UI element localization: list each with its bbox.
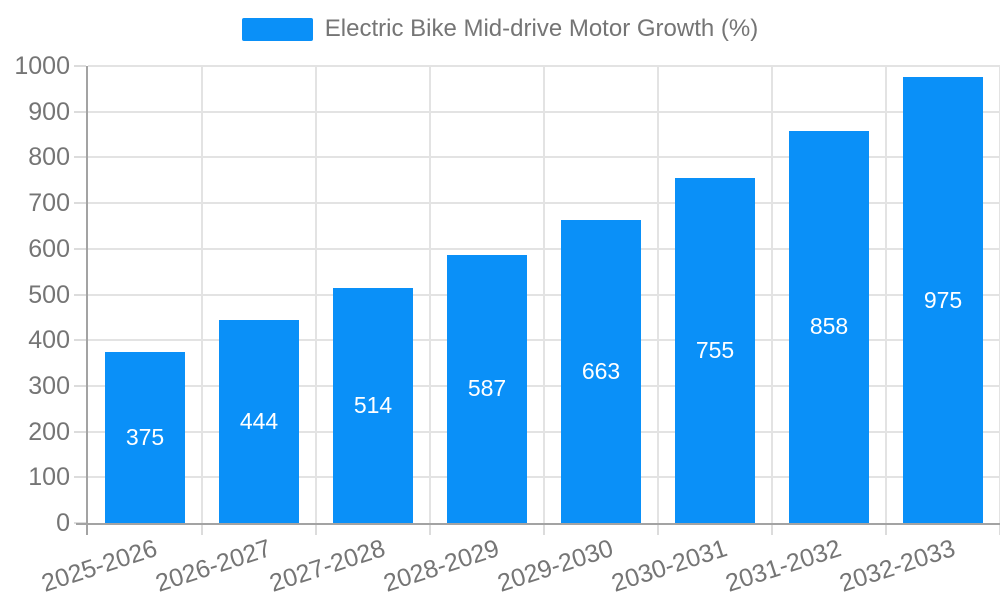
- bar-value-label: 975: [923, 286, 963, 313]
- y-tick-100: [74, 476, 86, 479]
- y-axis-line: [86, 66, 88, 535]
- y-tick-200: [74, 430, 86, 433]
- x-tick-label-2030-2031: 2030-2031: [608, 534, 732, 598]
- y-tick-1000: [74, 65, 86, 67]
- bar-2031-2032[interactable]: 858: [789, 130, 869, 523]
- x-tick-5: [657, 523, 659, 535]
- y-tick-label-600: 600: [28, 234, 70, 263]
- x-tick-label-2025-2026: 2025-2026: [38, 534, 162, 598]
- x-tick-label-2031-2032: 2031-2032: [722, 534, 846, 598]
- x-tick-6: [771, 523, 773, 535]
- bar-value-label: 587: [467, 375, 507, 402]
- legend-swatch-icon: [241, 17, 313, 41]
- bar-2029-2030[interactable]: 663: [561, 220, 641, 523]
- gridline-v-4: [543, 66, 545, 523]
- x-tick-label-2029-2030: 2029-2030: [494, 534, 618, 598]
- gridline-v-3: [429, 66, 431, 523]
- bar-2030-2031[interactable]: 755: [675, 177, 755, 523]
- bar-value-label: 444: [239, 408, 279, 435]
- y-tick-label-300: 300: [28, 371, 70, 400]
- x-tick-label-2026-2027: 2026-2027: [152, 534, 276, 598]
- y-tick-label-100: 100: [28, 463, 70, 492]
- bar-value-label: 663: [581, 357, 621, 384]
- x-tick-label-2028-2029: 2028-2029: [380, 534, 504, 598]
- y-tick-label-900: 900: [28, 97, 70, 126]
- bar-2025-2026[interactable]: 375: [105, 351, 185, 523]
- bar-value-label: 375: [125, 423, 165, 450]
- bar-value-label: 858: [809, 313, 849, 340]
- x-tick-4: [543, 523, 545, 535]
- x-tick-label-2027-2028: 2027-2028: [266, 534, 390, 598]
- y-tick-800: [74, 156, 86, 159]
- y-tick-300: [74, 384, 86, 387]
- legend: Electric Bike Mid-drive Motor Growth (%): [0, 15, 1000, 42]
- gridline-v-1: [201, 66, 203, 523]
- x-axis-line: [76, 523, 1000, 525]
- x-tick-3: [429, 523, 431, 535]
- bar-2032-2033[interactable]: 975: [903, 77, 983, 523]
- gridline-v-5: [657, 66, 659, 523]
- y-tick-label-1000: 1000: [14, 52, 70, 80]
- bar-2026-2027[interactable]: 444: [219, 320, 299, 523]
- y-tick-label-700: 700: [28, 189, 70, 218]
- y-tick-400: [74, 339, 86, 342]
- y-tick-label-200: 200: [28, 417, 70, 446]
- y-tick-label-400: 400: [28, 326, 70, 355]
- bar-2028-2029[interactable]: 587: [447, 254, 527, 523]
- legend-item[interactable]: Electric Bike Mid-drive Motor Growth (%): [241, 15, 759, 42]
- y-tick-500: [74, 293, 86, 296]
- gridline-v-6: [771, 66, 773, 523]
- x-tick-7: [885, 523, 887, 535]
- bar-value-label: 755: [695, 336, 735, 363]
- x-tick-2: [315, 523, 317, 535]
- y-tick-900: [74, 110, 86, 113]
- y-tick-600: [74, 247, 86, 250]
- bar-2027-2028[interactable]: 514: [333, 288, 413, 523]
- y-tick-700: [74, 202, 86, 205]
- x-tick-1: [201, 523, 203, 535]
- gridline-v-7: [885, 66, 887, 523]
- y-tick-label-0: 0: [56, 509, 70, 537]
- legend-label: Electric Bike Mid-drive Motor Growth (%): [324, 15, 759, 42]
- x-tick-label-2032-2033: 2032-2033: [836, 534, 960, 598]
- bar-value-label: 514: [353, 392, 393, 419]
- gridline-v-2: [315, 66, 317, 523]
- y-tick-label-500: 500: [28, 280, 70, 309]
- y-tick-label-800: 800: [28, 143, 70, 172]
